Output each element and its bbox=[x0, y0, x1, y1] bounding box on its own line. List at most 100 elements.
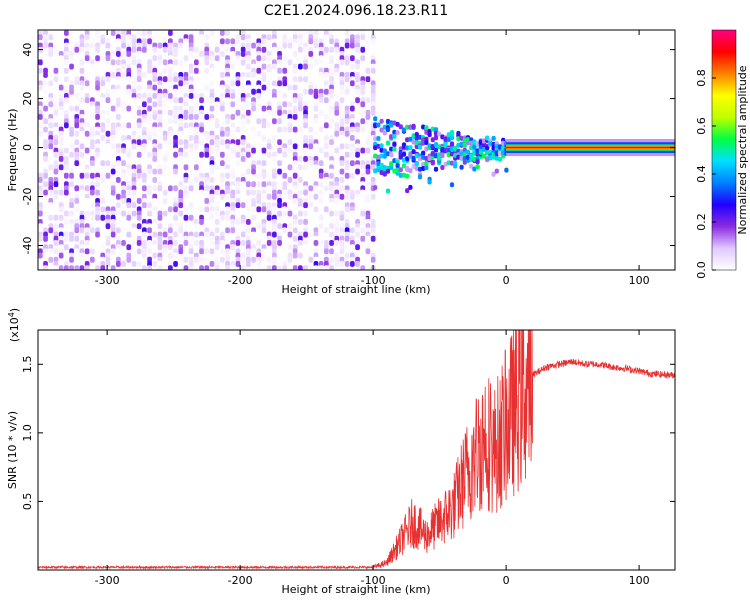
heatmap-cell bbox=[261, 84, 267, 91]
heatmap-cell bbox=[183, 114, 189, 120]
heatmap-cell bbox=[417, 144, 423, 150]
heatmap-cell bbox=[162, 76, 168, 83]
colorbar-ticks: 0.0 0.2 0.4 0.6 0.8 bbox=[695, 69, 716, 279]
heatmap-cell bbox=[53, 151, 59, 158]
heatmap-cell bbox=[64, 147, 69, 154]
heatmap-cell bbox=[497, 156, 503, 162]
heatmap-cell bbox=[272, 193, 277, 200]
heatmap-cell bbox=[38, 210, 43, 217]
heatmap-cell bbox=[240, 265, 246, 270]
heatmap-cell bbox=[370, 67, 376, 74]
heatmap-cell bbox=[110, 189, 116, 196]
heatmap-cell bbox=[475, 159, 480, 165]
heatmap-cell bbox=[411, 139, 416, 145]
colorbar-gradient bbox=[712, 30, 736, 270]
heatmap-cell bbox=[373, 153, 378, 159]
heatmap-cell bbox=[126, 51, 132, 57]
heatmap-cell bbox=[395, 162, 400, 168]
heatmap-cell bbox=[194, 114, 199, 120]
heatmap-cell bbox=[136, 51, 142, 57]
heatmap-cell bbox=[152, 130, 158, 137]
heatmap-cell bbox=[95, 151, 100, 158]
heatmap-cell bbox=[126, 202, 132, 209]
heatmap-cell bbox=[266, 214, 272, 221]
heatmap-cell bbox=[240, 139, 246, 146]
heatmap-cell bbox=[95, 231, 100, 238]
heatmap-cell bbox=[478, 149, 483, 155]
heatmap-cell bbox=[90, 143, 95, 150]
heatmap-cell bbox=[194, 101, 199, 108]
heatmap-cell bbox=[188, 93, 194, 99]
heatmap-cell bbox=[303, 202, 308, 209]
heatmap-cell bbox=[162, 189, 168, 196]
heatmap-cell bbox=[443, 161, 448, 167]
heatmap-cell bbox=[121, 198, 126, 204]
heatmap-cell bbox=[136, 261, 142, 267]
heatmap-cell bbox=[142, 147, 147, 154]
heatmap-cell bbox=[79, 227, 85, 234]
heatmap-cell bbox=[449, 151, 455, 157]
heatmap-cell bbox=[334, 46, 340, 53]
heatmap-cell bbox=[329, 265, 334, 270]
heatmap-cell bbox=[256, 118, 262, 125]
heatmap-cell bbox=[105, 76, 111, 83]
heatmap-cell bbox=[157, 101, 163, 108]
heatmap-cell bbox=[440, 147, 445, 152]
heatmap-cell bbox=[329, 38, 334, 45]
heatmap-cell bbox=[282, 151, 288, 158]
heatmap-cell bbox=[116, 114, 121, 120]
heatmap-cell bbox=[142, 46, 147, 53]
heatmap-cell bbox=[424, 165, 429, 171]
heatmap-cell bbox=[382, 166, 387, 171]
heatmap-cell bbox=[313, 118, 319, 125]
heatmap-cell bbox=[225, 172, 230, 179]
heatmap-cell bbox=[251, 72, 256, 78]
heatmap-cell bbox=[48, 227, 54, 234]
heatmap-cell bbox=[360, 109, 366, 116]
heatmap-cell bbox=[408, 168, 413, 174]
heatmap-cell bbox=[69, 265, 74, 270]
heatmap-cell bbox=[251, 42, 256, 49]
heatmap-cell bbox=[53, 67, 59, 74]
heatmap-cell bbox=[251, 231, 256, 238]
heatmap-cell bbox=[443, 143, 448, 149]
heatmap-cell bbox=[162, 46, 168, 53]
heatmap-cell bbox=[131, 143, 137, 150]
heatmap-cell bbox=[235, 109, 241, 116]
x-tick-label: -300 bbox=[95, 574, 120, 587]
heatmap-cell bbox=[173, 168, 178, 175]
heatmap-cell bbox=[405, 145, 410, 151]
heatmap-cell bbox=[90, 42, 95, 49]
heatmap-cell bbox=[147, 118, 152, 125]
heatmap-cell bbox=[392, 168, 397, 174]
heatmap-cell bbox=[74, 160, 80, 167]
heatmap-cell bbox=[292, 143, 298, 150]
heatmap-cell bbox=[136, 198, 142, 204]
heatmap-cell bbox=[298, 76, 303, 83]
heatmap-cell bbox=[382, 171, 387, 177]
heatmap-cell bbox=[298, 252, 303, 259]
heatmap-cell bbox=[277, 210, 282, 217]
heatmap-cell bbox=[74, 130, 80, 137]
heatmap-cell bbox=[411, 164, 416, 169]
heatmap-cell bbox=[449, 146, 455, 152]
heatmap-cell bbox=[152, 168, 158, 175]
heatmap-cell bbox=[214, 46, 220, 53]
heatmap-cell bbox=[251, 214, 256, 221]
heatmap-cell bbox=[261, 248, 267, 255]
heatmap-cell bbox=[256, 223, 262, 230]
heatmap-cell bbox=[272, 46, 277, 53]
heatmap-cell bbox=[277, 160, 282, 167]
heatmap-cell bbox=[173, 214, 178, 221]
x-tick-label: 0 bbox=[503, 574, 510, 587]
heatmap-cell bbox=[282, 265, 288, 270]
heatmap-cell bbox=[131, 227, 137, 234]
heatmap-cell bbox=[339, 143, 345, 150]
heatmap-cell bbox=[157, 151, 163, 158]
heatmap-cell bbox=[344, 88, 350, 95]
heatmap-cell bbox=[199, 51, 204, 57]
heatmap-cell bbox=[292, 67, 298, 74]
heatmap-cell bbox=[74, 198, 80, 204]
heatmap-cell bbox=[433, 147, 439, 153]
heatmap-cell bbox=[282, 101, 288, 108]
